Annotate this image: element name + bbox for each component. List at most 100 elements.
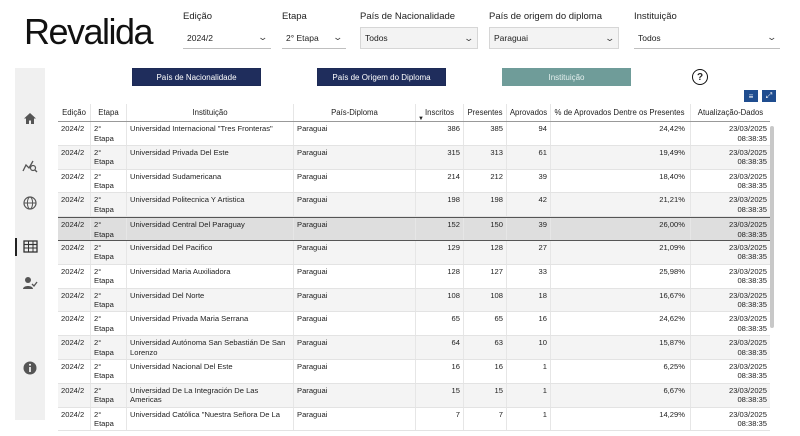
tab-instituicao[interactable]: Instituição [502,68,631,86]
info-icon[interactable] [15,358,45,378]
filter-origem-diploma-select[interactable]: Paraguai ⌄ [489,27,619,49]
cell-pais-diploma: Paraguai [294,383,416,407]
cell-instituicao: Universidad De La Integración De Las Ame… [127,383,294,407]
cell-pais-diploma: Paraguai [294,288,416,312]
side-navigation [15,68,45,420]
cell-inscritos: 7 [416,407,464,431]
table-row[interactable]: 2024/2 2° Etapa Universidad Central Del Pa… [58,217,770,241]
cell-aprovados: 1 [507,407,551,431]
table-row[interactable]: 2024/2 2° Etapa Universidad Sudamericana Pa… [58,169,770,194]
column-header-edicao[interactable]: Edição [58,104,91,121]
cell-instituicao: Universidad Privada Maria Serrana [127,312,294,336]
column-header-inscritos[interactable]: Inscritos [416,104,464,121]
cell-atualizacao-time: 08:38:35 [737,229,767,239]
cell-atualizacao: 23/03/2025 08:38:35 [691,289,770,312]
chart-search-icon[interactable] [15,156,45,176]
cell-etapa: 2° Etapa [91,407,127,431]
cell-presentes: 212 [464,169,507,193]
cell-instituicao: Universidad Católica "Nuestra Señora De … [127,407,294,431]
cell-pct-aprovados: 6,67% [551,383,691,407]
cell-etapa: 2° Etapa [91,218,127,240]
cell-atualizacao: 23/03/2025 08:38:35 [691,265,770,288]
cell-pct-aprovados: 6,25% [551,359,691,383]
cell-atualizacao-time: 08:38:35 [737,181,767,191]
chevron-down-icon: ⌄ [604,32,616,43]
table-row[interactable]: 2024/2 2° Etapa Universidad Del Pacifico Pa… [58,240,770,265]
cell-inscritos: 386 [416,122,464,145]
cell-presentes: 198 [464,193,507,217]
table-row[interactable]: 2024/2 2° Etapa Universidad Politecnica Y … [58,193,770,218]
cell-atualizacao: 23/03/2025 08:38:35 [691,193,770,216]
filter-options-icon[interactable]: ≡ [744,90,758,102]
column-header-aprovados[interactable]: Aprovados [507,104,551,121]
filter-etapa-select[interactable]: 2° Etapa ⌄ [282,27,346,49]
cell-inscritos: 65 [416,312,464,336]
filter-edicao-value: 2024/2 [187,32,213,43]
cell-etapa: 2° Etapa [91,264,127,288]
filter-edicao-select[interactable]: 2024/2 ⌄ [183,27,271,49]
help-icon[interactable]: ? [692,69,708,85]
column-header-pct-aprovados[interactable]: % de Aprovados Dentre os Presentes [551,104,691,121]
cell-atualizacao: 23/03/2025 08:38:35 [691,336,770,359]
globe-icon[interactable] [15,193,45,213]
cell-atualizacao-date: 23/03/2025 [728,242,767,252]
cell-instituicao: Universidad Central Del Paraguay [127,218,294,240]
cell-inscritos: 129 [416,240,464,264]
table-row[interactable]: 2024/2 2° Etapa Universidad Privada Del Es… [58,145,770,170]
filter-etapa: Etapa 2° Etapa ⌄ [282,10,346,49]
cell-presentes: 16 [464,359,507,383]
cell-pct-aprovados: 25,98% [551,264,691,288]
cell-aprovados: 42 [507,193,551,217]
table-row[interactable]: 2024/2 2° Etapa Universidad Del Norte Parag… [58,288,770,313]
column-header-atualizacao[interactable]: Atualização-Dados [697,107,764,117]
table-scrollbar[interactable] [770,126,774,328]
column-header-pais-diploma[interactable]: País-Diploma [294,104,416,121]
home-icon[interactable] [15,108,45,128]
filter-nacionalidade-select[interactable]: Todos ⌄ [360,27,478,49]
cell-pct-aprovados: 24,62% [551,312,691,336]
cell-atualizacao-date: 23/03/2025 [728,171,767,181]
filter-nacionalidade-label: País de Nacionalidade [360,11,456,22]
cell-instituicao: Universidad Autónoma San Sebastián De Sa… [127,336,294,359]
cell-pct-aprovados: 21,09% [551,240,691,264]
cell-pais-diploma: Paraguai [294,218,416,240]
table-row[interactable]: 2024/2 2° Etapa Universidad Católica "Nues… [58,407,770,432]
cell-pct-aprovados: 21,21% [551,193,691,217]
cell-edicao: 2024/2 [58,218,91,240]
cell-inscritos: 315 [416,145,464,169]
cell-aprovados: 1 [507,359,551,383]
cell-etapa: 2° Etapa [91,312,127,336]
filter-instituicao-select[interactable]: Todos ⌄ [634,27,780,49]
cell-inscritos: 15 [416,383,464,407]
cell-pais-diploma: Paraguai [294,407,416,431]
cell-aprovados: 16 [507,312,551,336]
filter-edicao: Edição 2024/2 ⌄ [183,10,271,49]
table-row[interactable]: 2024/2 2° Etapa Universidad De La Integrac… [58,383,770,408]
table-row[interactable]: 2024/2 2° Etapa Universidad Autónoma San S… [58,336,770,360]
cell-instituicao: Universidad Maria Auxiliadora [127,264,294,288]
cell-instituicao: Universidad Privada Del Este [127,145,294,169]
cell-aprovados: 39 [507,218,551,240]
tab-pais-nacionalidade[interactable]: País de Nacionalidade [132,68,261,86]
cell-atualizacao-date: 23/03/2025 [728,314,767,324]
cell-aprovados: 39 [507,169,551,193]
table-row[interactable]: 2024/2 2° Etapa Universidad Maria Auxiliad… [58,264,770,289]
focus-mode-icon[interactable]: ⤢ [762,90,776,102]
tab-pais-origem-diploma[interactable]: País de Origem do Diploma [317,68,446,86]
cell-inscritos: 152 [416,218,464,240]
cell-atualizacao-time: 08:38:35 [737,419,767,429]
column-header-instituicao[interactable]: Instituição [127,104,294,121]
nav-active-indicator [15,238,17,256]
cell-presentes: 108 [464,288,507,312]
column-header-presentes[interactable]: Presentes [464,104,507,121]
user-check-icon[interactable] [15,273,45,293]
table-row[interactable]: 2024/2 2° Etapa Universidad Internacional … [58,122,770,146]
filter-instituicao-value: Todos [638,32,661,43]
revalida-logo: Revalida [24,11,154,52]
table-icon[interactable] [15,236,45,256]
cell-aprovados: 1 [507,383,551,407]
table-row[interactable]: 2024/2 2° Etapa Universidad Nacional Del E… [58,359,770,384]
column-header-etapa[interactable]: Etapa [91,104,127,121]
table-row[interactable]: 2024/2 2° Etapa Universidad Privada Maria … [58,312,770,337]
cell-edicao: 2024/2 [58,288,91,312]
